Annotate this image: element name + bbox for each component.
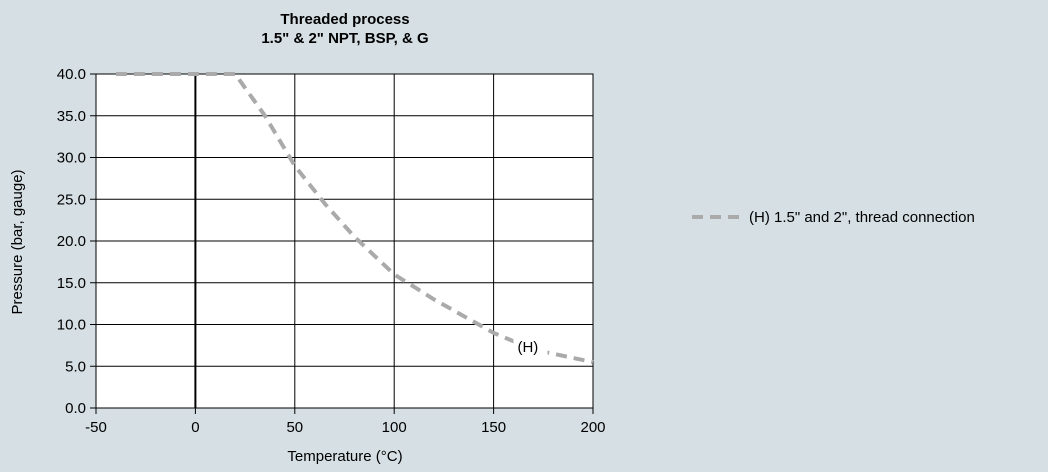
plot-area: 0.0 5.0 10.0 15.0 20.0 25.0 30.0 35.0 40.0 -50 0 50… — [57, 66, 606, 436]
legend-entry-label: (H) 1.5" and 2", thread connection — [749, 209, 975, 226]
x-tick-label: 150 — [481, 419, 506, 436]
x-axis-label: Temperature (°C) — [287, 448, 402, 465]
series-label-background — [513, 335, 548, 356]
legend: (H) 1.5" and 2", thread connection — [692, 209, 975, 226]
series-line-h — [115, 72, 594, 365]
y-tick-label: 25.0 — [57, 191, 86, 208]
y-tick-label: 5.0 — [65, 358, 86, 375]
x-tick-label: 200 — [580, 419, 605, 436]
y-tick-label: 35.0 — [57, 108, 86, 125]
y-tick-label: 40.0 — [57, 66, 86, 83]
y-tick-label: 10.0 — [57, 317, 86, 334]
y-tick-label: 30.0 — [57, 150, 86, 167]
y-tick-label: 20.0 — [57, 233, 86, 250]
y-tick-label: 15.0 — [57, 275, 86, 292]
series-label-h: (H) — [517, 339, 538, 356]
x-tick-label: 100 — [382, 419, 407, 436]
x-tick-label: -50 — [85, 419, 107, 436]
y-tick-label: 0.0 — [65, 400, 86, 417]
plot-border — [95, 73, 594, 409]
x-tick-label: 50 — [286, 419, 303, 436]
x-tick-label: 0 — [191, 419, 199, 436]
chart-subtitle: 1.5" & 2" NPT, BSP, & G — [261, 30, 428, 47]
chart-title: Threaded process — [280, 11, 409, 28]
y-axis-label: Pressure (bar, gauge) — [9, 169, 26, 314]
